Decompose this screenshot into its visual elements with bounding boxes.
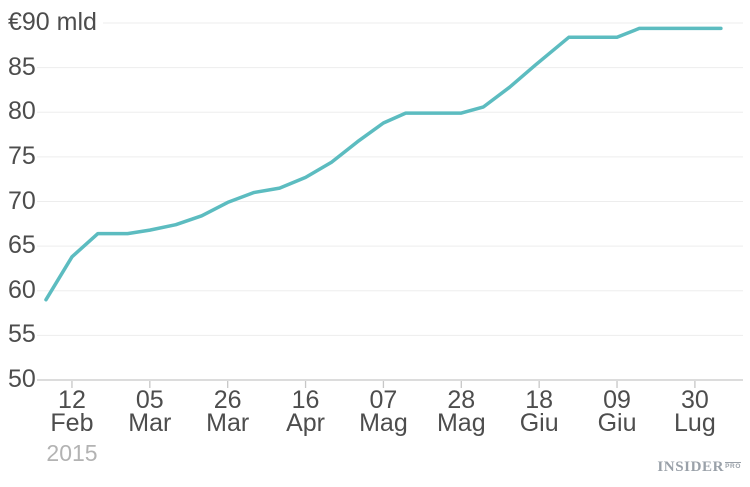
x-axis-day-text: 16 (291, 386, 320, 414)
x-axis-label-09-Giu: 09 Giu (597, 386, 637, 437)
x-axis-month-text: Apr (286, 408, 325, 437)
x-axis-label-16-Apr: 16 Apr (286, 386, 325, 437)
x-axis-month-text: Mag (436, 408, 486, 437)
x-axis-label-07-Mag: 07 Mag (359, 386, 408, 437)
y-axis-label-50: 50 (8, 364, 36, 393)
y-axis-label-60: 60 (8, 275, 36, 304)
x-axis-label-12-Feb: 12 Feb (50, 386, 94, 437)
x-axis-label-28-Mag: 28 Mag (436, 386, 486, 437)
data-line-series (44, 26, 723, 302)
x-axis-label-26-Mar: 26 Mar (206, 386, 250, 437)
brand-name-text: INSIDER (657, 459, 725, 475)
brand-logo: INSIDER PRO (657, 460, 741, 475)
y-axis-label-65: 65 (8, 231, 36, 260)
x-axis-day-text: 12 (58, 386, 86, 414)
x-axis-year-label: 2015 (46, 440, 98, 466)
x-axis-day-text: 28 (447, 386, 476, 414)
x-axis-day-text: 07 (369, 386, 398, 414)
brand-suffix-text: PRO (725, 462, 741, 470)
x-axis-day-text: 26 (213, 386, 242, 414)
y-axis-label-70: 70 (8, 186, 36, 215)
x-axis-day-text: 18 (525, 386, 554, 414)
x-axis-month-text: Mar (128, 408, 172, 437)
y-axis-label-75: 75 (8, 141, 36, 170)
y-axis-label-55: 55 (8, 320, 36, 349)
x-axis-month-text: Giu (519, 408, 559, 437)
y-axis-label-80: 80 (8, 97, 36, 126)
x-axis-month-text: Mar (206, 408, 250, 437)
x-axis-month-text: Mag (359, 408, 408, 437)
x-axis-day-text: 05 (135, 386, 164, 414)
x-axis-label-18-Giu: 18 Giu (519, 386, 559, 437)
x-axis-month-text: Lug (674, 408, 716, 437)
x-axis-day-text: 30 (680, 386, 709, 414)
x-axis-label-05-Mar: 05 Mar (128, 386, 172, 437)
x-axis-label-30-Lug: 30 Lug (674, 386, 716, 437)
y-axis-label-90: €90 mld (8, 7, 97, 36)
x-axis-day-text: 09 (603, 386, 631, 414)
x-axis-month-text: Feb (50, 408, 94, 437)
y-axis-label-85: 85 (8, 52, 36, 81)
x-axis-month-text: Giu (597, 408, 637, 437)
